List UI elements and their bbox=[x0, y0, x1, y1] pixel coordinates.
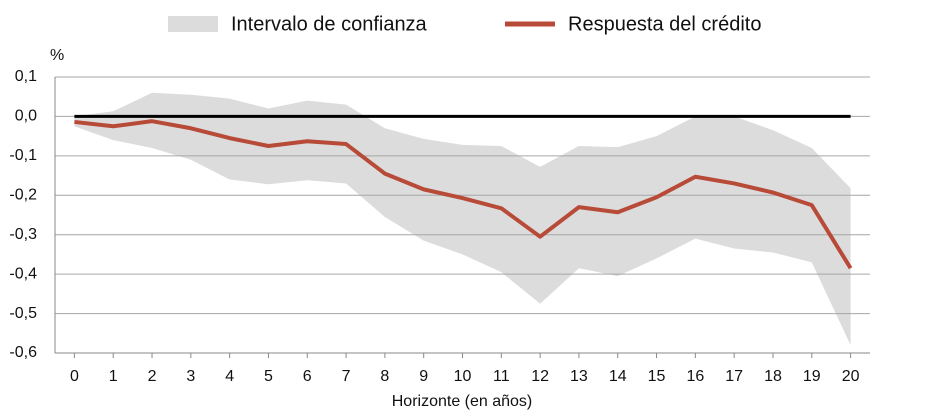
confidence-band bbox=[74, 92, 851, 346]
response-line bbox=[74, 119, 853, 270]
x-tick-label: 16 bbox=[686, 368, 704, 385]
y-tick-label: -0,5 bbox=[9, 305, 37, 322]
x-tick-label: 17 bbox=[725, 368, 743, 385]
y-tick-label: -0,1 bbox=[9, 147, 37, 164]
y-tick-label: -0,4 bbox=[9, 265, 37, 282]
x-tick-label: 5 bbox=[264, 368, 273, 385]
y-tick-label: -0,3 bbox=[9, 226, 37, 243]
x-tick-label: 8 bbox=[380, 368, 389, 385]
x-tick-label: 12 bbox=[531, 368, 549, 385]
x-tick-label: 10 bbox=[454, 368, 472, 385]
legend-swatch bbox=[168, 16, 218, 32]
x-tick-label: 7 bbox=[342, 368, 351, 385]
x-tick-label: 3 bbox=[186, 368, 195, 385]
x-tick-label: 13 bbox=[570, 368, 588, 385]
legend-label: Intervalo de confianza bbox=[231, 13, 428, 35]
x-tick-label: 2 bbox=[148, 368, 157, 385]
x-tick-label: 18 bbox=[764, 368, 782, 385]
y-tick-label: -0,2 bbox=[9, 187, 37, 204]
y-unit: % bbox=[50, 47, 64, 64]
x-tick-label: 20 bbox=[842, 368, 860, 385]
x-tick-label: 6 bbox=[303, 368, 312, 385]
legend-label: Respuesta del crédito bbox=[568, 13, 761, 35]
y-tick-label: 0,1 bbox=[15, 68, 37, 85]
x-tick-label: 9 bbox=[419, 368, 428, 385]
x-tick-label: 1 bbox=[109, 368, 118, 385]
x-tick-label: 0 bbox=[70, 368, 79, 385]
y-tick-label: -0,6 bbox=[9, 344, 37, 361]
x-tick-label: 11 bbox=[493, 368, 510, 385]
x-tick-label: 15 bbox=[648, 368, 666, 385]
x-tick-label: 19 bbox=[803, 368, 821, 385]
x-tick-label: 4 bbox=[225, 368, 234, 385]
y-tick-label: 0,0 bbox=[15, 108, 37, 125]
x-tick-label: 14 bbox=[609, 368, 627, 385]
x-axis-title: Horizonte (en años) bbox=[392, 393, 533, 410]
